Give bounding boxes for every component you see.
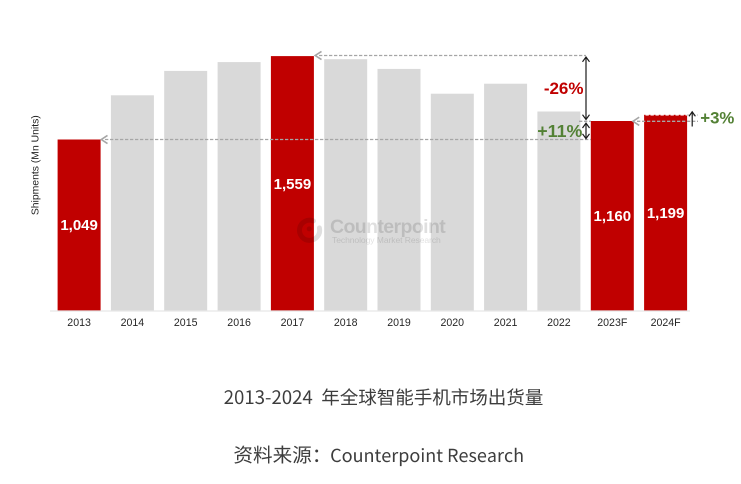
svg-text:1,559: 1,559: [274, 176, 312, 193]
svg-text:2023F: 2023F: [597, 317, 628, 329]
svg-text:1,049: 1,049: [60, 217, 98, 234]
svg-text:2016: 2016: [227, 317, 251, 329]
svg-text:2019: 2019: [387, 317, 411, 329]
svg-text:+3%: +3%: [700, 109, 734, 128]
svg-text:2014: 2014: [121, 317, 145, 329]
svg-text:Counterpoint: Counterpoint: [330, 216, 446, 238]
svg-text:Technology Market Research: Technology Market Research: [332, 235, 441, 245]
svg-text:+11%: +11%: [537, 121, 582, 141]
svg-text:2020: 2020: [441, 317, 465, 329]
svg-text:2013: 2013: [67, 317, 91, 329]
svg-text:2022: 2022: [547, 317, 571, 329]
svg-text:2021: 2021: [494, 317, 518, 329]
svg-text:2015: 2015: [174, 317, 198, 329]
svg-text:1,160: 1,160: [594, 208, 632, 225]
svg-text:-26%: -26%: [544, 79, 584, 98]
svg-text:2017: 2017: [281, 317, 305, 329]
svg-text:1,199: 1,199: [647, 205, 685, 222]
svg-text:2018: 2018: [334, 317, 358, 329]
svg-text:2024F: 2024F: [651, 317, 682, 329]
svg-text:Shipments (Mn Units): Shipments (Mn Units): [31, 115, 42, 215]
